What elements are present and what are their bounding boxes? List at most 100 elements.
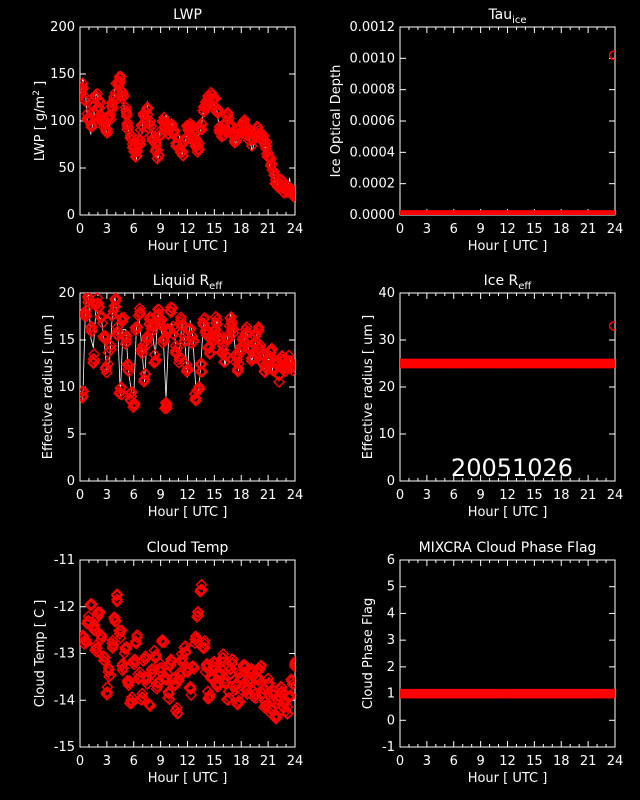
x-tick-label: 24 [607,222,624,237]
x-tick-label: 12 [179,754,196,769]
panel-ice_reff: Ice Reff 0 3 6 9 12 15 18 21 24 0 10 20 30 40 Hour [ UT… [361,273,623,520]
data-point [225,653,238,666]
x-axis-label: Hour [ UTC ] [468,239,548,254]
data-point [88,624,101,637]
data-point [231,365,245,378]
plot-frame [399,26,616,216]
data-point [135,693,148,707]
data-point [82,293,95,304]
x-tick-label: 12 [499,754,516,769]
data-point [129,321,142,334]
data-point [225,323,238,336]
data-point [152,149,165,162]
data-point [92,608,105,621]
x-tick-label: 21 [580,222,597,237]
data-point [124,697,137,710]
data-point [94,310,107,323]
y-axis-label-main: Ice Optical Depth [329,65,344,178]
data-point [252,664,265,677]
x-tick-label: 9 [476,754,484,769]
data-point [105,309,118,322]
data-point [174,146,187,159]
y-tick-label: 0 [67,208,75,223]
data-point [80,637,91,650]
chart-title-sub: eff [209,281,223,292]
y-axis-label-main: Cloud Temp [ C ] [33,600,48,708]
y-tick-label: 1 [387,687,395,702]
data-point [133,135,146,148]
x-tick-label: 15 [206,488,223,503]
data-point [289,656,295,669]
data-point [189,630,202,643]
data-point [100,124,113,137]
data-point [287,190,295,203]
data-point [106,640,119,653]
y-tick-label: 10 [58,380,75,395]
data-point [145,322,158,336]
y-axis-label-main: Effective radius [ um ] [41,315,56,459]
data-point [186,330,199,343]
data-point [116,315,129,328]
data-point [110,588,124,601]
data-point [180,359,193,372]
y-tick-label: 10 [378,427,395,442]
data-point [80,391,89,404]
data-point [141,102,154,115]
data-point [170,131,183,144]
x-tick-label: 21 [260,754,277,769]
data-point [191,609,205,622]
x-tick-label: 6 [130,222,138,237]
data-point [201,685,214,698]
y-tick-label: -14 [54,693,75,708]
y-tick-label: 5 [67,427,75,442]
data-point [119,101,132,114]
data-point [102,112,115,125]
data-point [174,351,187,364]
x-tick-label: 21 [260,222,277,237]
data-point [92,605,105,619]
data-point [219,677,232,690]
x-tick-label: 21 [260,488,277,503]
data-point [153,303,166,316]
data-point [281,700,294,714]
data-layer [400,688,615,699]
x-tick-label: 6 [130,754,138,769]
x-tick-label: 6 [450,488,458,503]
data-point [115,85,128,98]
data-point [259,140,272,153]
data-point [203,688,217,701]
data-point [193,383,206,396]
data-point [109,300,122,313]
x-tick-label: 0 [76,754,84,769]
data-point [117,90,130,103]
x-tick-label: 21 [580,488,597,503]
data-point [136,347,149,360]
y-tick-label: -12 [54,600,75,615]
x-tick-label: 6 [450,222,458,237]
x-tick-label: 6 [130,488,138,503]
data-point [160,397,173,410]
data-point [100,686,113,699]
x-tick-label: 18 [233,222,250,237]
data-point [273,375,286,389]
data-point [272,690,285,703]
x-tick-label: 3 [423,222,431,237]
data-point [151,144,164,157]
data-point [171,707,184,720]
y-tick-label: -13 [54,647,75,662]
y-tick-label: 0 [387,713,395,728]
data-point [175,319,188,332]
y-tick-label: 0.0004 [350,145,396,160]
x-axis-label: Hour [ UTC ] [148,239,228,254]
y-axis-label: Cloud Temp [ C ] [33,600,48,708]
data-point [161,667,174,680]
data-point [125,691,138,704]
data-point [80,306,91,319]
chart-title: Liquid Reff [153,273,224,292]
data-point [80,307,92,320]
x-axis-label: Hour [ UTC ] [148,771,228,786]
y-axis-label: LWP [ g/m2 ] [32,81,48,161]
x-tick-label: 15 [526,754,543,769]
data-point [88,622,101,636]
